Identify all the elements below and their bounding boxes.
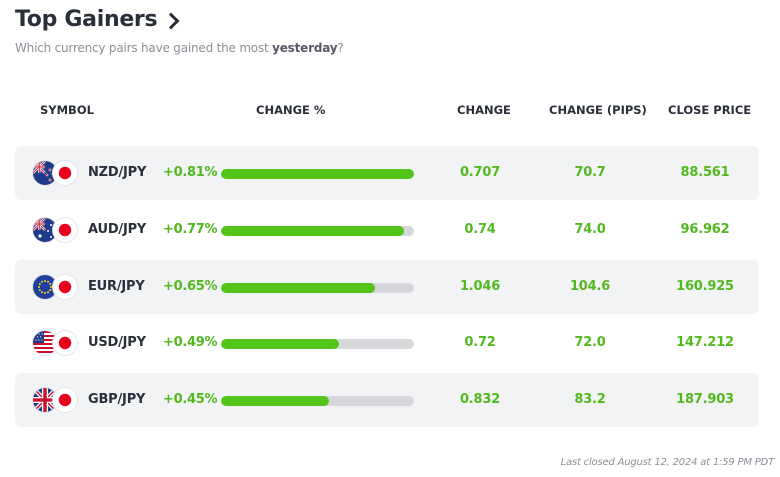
table-row[interactable]: GBP/JPY +0.45% 0.832 83.2 187.903 <box>15 373 759 427</box>
pair-symbol: USD/JPY <box>88 335 146 350</box>
change-bar <box>221 396 414 406</box>
subtitle-prefix: Which currency pairs have gained the mos… <box>15 41 273 55</box>
table-row[interactable]: AUD/JPY +0.77% 0.74 74.0 96.962 <box>15 203 759 257</box>
table-header: SYMBOL CHANGE % CHANGE CHANGE (PIPS) CLO… <box>0 103 780 119</box>
chevron-right-icon <box>162 12 180 29</box>
pair-symbol: NZD/JPY <box>88 165 147 180</box>
header-close-price: CLOSE PRICE <box>668 103 752 117</box>
change-pips-value: 70.7 <box>574 165 606 180</box>
gb-flag-icon <box>33 388 57 412</box>
change-pct: +0.45% <box>163 392 218 407</box>
change-value: 0.74 <box>464 222 496 237</box>
jp-flag-icon <box>53 218 77 242</box>
close-price-value: 96.962 <box>680 222 730 237</box>
change-bar-fill <box>221 226 405 236</box>
pair-flags <box>33 218 79 244</box>
subtitle-suffix: ? <box>337 41 344 55</box>
change-pips-value: 104.6 <box>569 279 611 294</box>
header-change-pct: CHANGE % <box>256 103 326 117</box>
change-pips-value: 74.0 <box>574 222 606 237</box>
change-pct: +0.77% <box>163 222 218 237</box>
pair-flags <box>33 161 79 187</box>
table-row[interactable]: EUR/JPY +0.65% 1.046 104.6 160.925 <box>15 260 759 314</box>
table-row[interactable]: USD/JPY +0.49% 0.72 72.0 147.212 <box>15 316 759 370</box>
change-bar <box>221 283 414 293</box>
change-bar-fill <box>221 396 330 406</box>
pair-flags <box>33 331 79 357</box>
change-value: 0.832 <box>459 392 501 407</box>
jp-flag-icon <box>53 275 77 299</box>
change-pct: +0.65% <box>163 279 218 294</box>
change-pips-value: 72.0 <box>574 335 606 350</box>
change-pct: +0.49% <box>163 335 218 350</box>
subtitle-emphasis: yesterday <box>272 41 338 55</box>
pair-symbol: AUD/JPY <box>88 222 147 237</box>
jp-flag-icon <box>53 331 77 355</box>
change-bar-fill <box>221 169 414 179</box>
pair-symbol: EUR/JPY <box>88 279 145 294</box>
change-bar-fill <box>221 339 339 349</box>
header-change: CHANGE <box>457 103 511 117</box>
jp-flag-icon <box>53 388 77 412</box>
title-link[interactable]: Top Gainers <box>15 7 180 32</box>
close-price-value: 88.561 <box>680 165 730 180</box>
change-pips-value: 83.2 <box>574 392 606 407</box>
page-title: Top Gainers <box>15 7 158 32</box>
table-row[interactable]: NZD/JPY +0.81% 0.707 70.7 88.561 <box>15 146 759 200</box>
close-price-value: 147.212 <box>676 335 734 350</box>
change-value: 0.707 <box>459 165 501 180</box>
change-bar <box>221 169 414 179</box>
close-price-value: 160.925 <box>676 279 734 294</box>
pair-symbol: GBP/JPY <box>88 392 146 407</box>
subtitle: Which currency pairs have gained the mos… <box>15 41 344 55</box>
us-flag-icon <box>33 331 57 355</box>
change-value: 1.046 <box>459 279 501 294</box>
close-price-value: 187.903 <box>676 392 734 407</box>
change-bar-fill <box>221 283 376 293</box>
jp-flag-icon <box>53 161 77 185</box>
change-value: 0.72 <box>464 335 496 350</box>
pair-flags <box>33 275 79 301</box>
change-bar <box>221 339 414 349</box>
header-symbol: SYMBOL <box>40 103 94 117</box>
header-change-pips: CHANGE (PIPS) <box>549 103 647 117</box>
last-closed-timestamp: Last closed August 12, 2024 at 1:59 PM P… <box>560 457 775 468</box>
change-pct: +0.81% <box>163 165 218 180</box>
pair-flags <box>33 388 79 414</box>
change-bar <box>221 226 414 236</box>
